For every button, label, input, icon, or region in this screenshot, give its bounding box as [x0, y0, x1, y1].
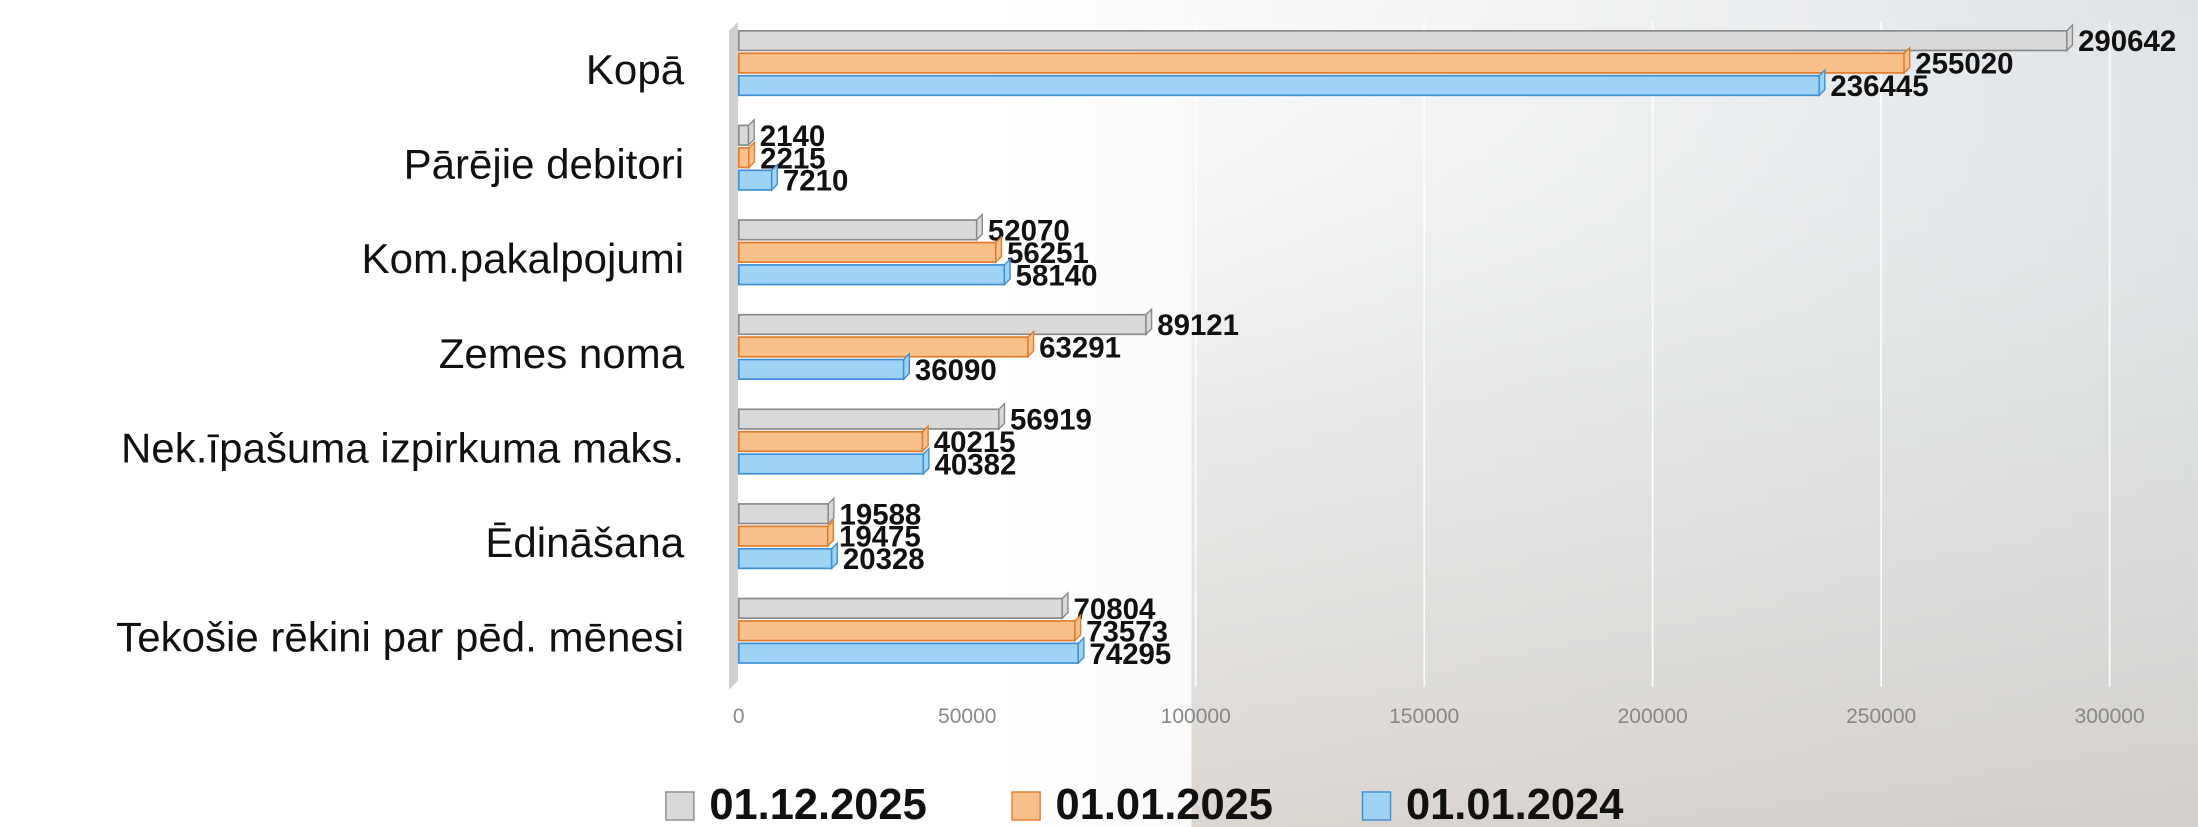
bar-end	[995, 235, 1003, 264]
bar	[737, 453, 925, 475]
bar-end	[975, 212, 984, 242]
bar-end	[1074, 613, 1082, 643]
bar-end	[748, 140, 756, 170]
bar	[737, 430, 924, 453]
legend-label: 01.01.2025	[1056, 781, 1273, 827]
legend-swatch	[1011, 791, 1041, 821]
bar-end	[1027, 329, 1035, 359]
bar-end	[922, 446, 930, 476]
data-label: 236445	[1830, 70, 1928, 103]
bar-end	[827, 496, 835, 526]
data-label: 56251	[1007, 237, 1089, 270]
bar	[737, 169, 773, 191]
category-label: Kom.pakalpojumi	[362, 235, 685, 282]
bar	[737, 642, 1080, 664]
data-label: 2140	[760, 120, 825, 153]
category-label: Nek.īpašuma izpirkuma maks.	[121, 424, 684, 471]
legend-swatch	[1361, 791, 1392, 821]
x-tick-label: 0	[733, 705, 745, 728]
data-label: 255020	[1915, 48, 2013, 81]
data-label: 20328	[843, 543, 925, 576]
data-label: 40382	[935, 449, 1017, 482]
bar-end	[1818, 68, 1826, 98]
bar-end	[747, 118, 755, 147]
bar-end	[2066, 23, 2074, 53]
bar	[737, 52, 1905, 74]
background-photo	[1191, 0, 2198, 827]
bar	[737, 219, 978, 241]
bar	[737, 503, 830, 525]
category-label: Zemes noma	[439, 330, 685, 377]
data-label: 89121	[1157, 309, 1239, 342]
bar-end	[1061, 591, 1069, 620]
bar	[737, 547, 833, 570]
bar-end	[1903, 45, 1911, 75]
x-tick-label: 200000	[1618, 705, 1688, 728]
x-tick-label: 50000	[938, 705, 996, 728]
bar	[737, 241, 997, 263]
bar-end	[1003, 257, 1011, 287]
data-label: 56919	[1010, 404, 1092, 437]
legend-label: 01.01.2024	[1406, 781, 1623, 827]
data-label: 74295	[1089, 638, 1171, 671]
bar-end	[1145, 307, 1153, 336]
bar-end	[1077, 636, 1085, 665]
x-tick-label: 250000	[1846, 705, 1916, 728]
x-tick-label: 300000	[2075, 705, 2145, 728]
bar-end	[998, 401, 1006, 431]
bar	[737, 29, 2068, 52]
data-label: 19588	[839, 498, 921, 531]
category-label: Ēdināšana	[485, 519, 684, 566]
category-label: Tekošie rēkini par pēd. mēnesi	[116, 614, 684, 661]
bar	[737, 620, 1076, 642]
bar-end	[921, 424, 929, 454]
bar	[737, 525, 829, 547]
data-label: 58140	[1016, 259, 1098, 292]
data-label: 70804	[1074, 593, 1156, 626]
bar	[737, 264, 1006, 286]
axis-wall	[728, 21, 739, 690]
data-label: 63291	[1039, 332, 1121, 365]
category-label: Pārējie debitori	[404, 141, 684, 188]
bar	[737, 597, 1064, 619]
bar	[737, 147, 750, 169]
data-label: 73573	[1086, 615, 1168, 648]
legend-label: 01.12.2025	[709, 781, 926, 827]
bar-end	[830, 541, 838, 571]
data-label: 36090	[915, 354, 997, 387]
bar-end	[902, 352, 910, 381]
bar-end	[827, 519, 835, 548]
bar	[737, 74, 1821, 97]
bar	[737, 358, 905, 380]
category-label: Kopā	[586, 46, 685, 93]
data-label: 7210	[783, 165, 848, 198]
data-label: 19475	[839, 521, 921, 554]
legend-swatch	[665, 791, 695, 821]
x-tick-label: 150000	[1389, 705, 1459, 728]
data-label: 40215	[934, 426, 1016, 459]
bar-end	[771, 163, 779, 192]
bar	[737, 124, 750, 146]
x-tick-label: 100000	[1161, 705, 1231, 728]
data-label: 290642	[2078, 25, 2176, 58]
